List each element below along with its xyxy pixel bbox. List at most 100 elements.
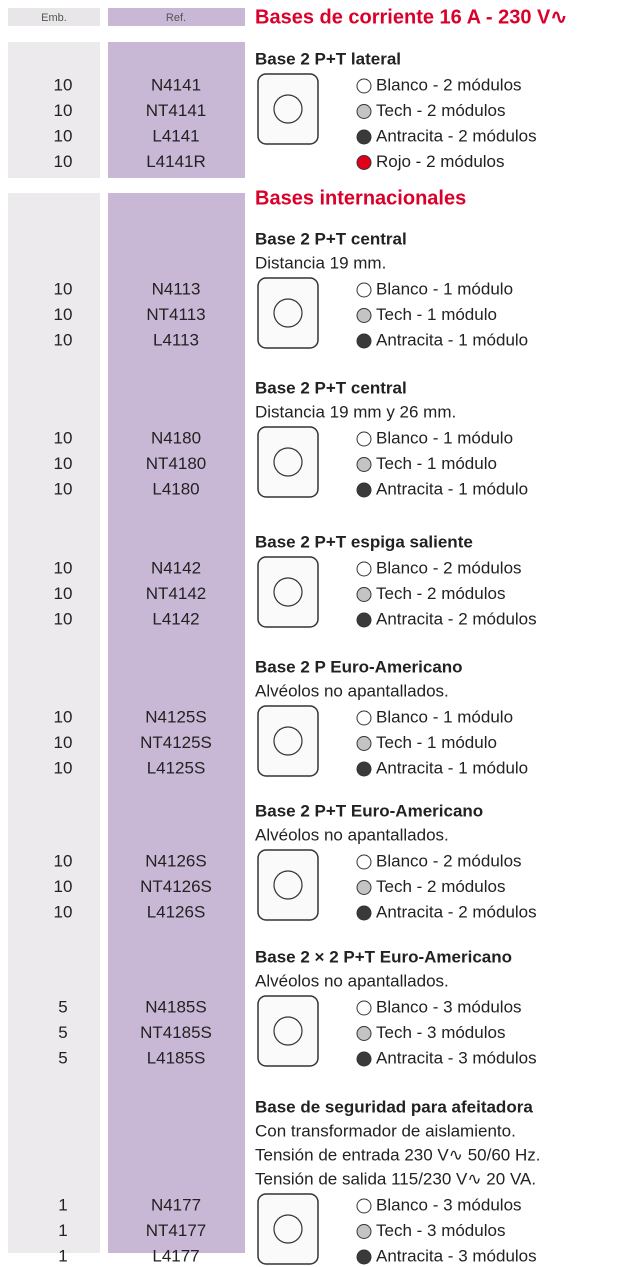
product-title: Base 2 P+T central <box>255 378 407 397</box>
variant-label: Antracita - 1 módulo <box>376 758 528 777</box>
variant-label: Antracita - 3 módulos <box>376 1246 537 1265</box>
variant-label: Antracita - 3 módulos <box>376 1048 537 1067</box>
emb-value: 5 <box>58 1023 67 1042</box>
variant-label: Blanco - 3 módulos <box>376 997 522 1016</box>
ref-code: NT4177 <box>146 1221 206 1240</box>
ref-code: N4142 <box>151 558 201 577</box>
variant-label: Blanco - 1 módulo <box>376 279 513 298</box>
ref-code: N4141 <box>151 75 201 94</box>
emb-value: 10 <box>54 902 73 921</box>
color-swatch <box>356 129 372 145</box>
ref-code: NT4126S <box>140 877 212 896</box>
product-icon-detail <box>273 726 303 756</box>
product-icon <box>257 995 319 1067</box>
color-swatch <box>356 761 372 777</box>
product-icon-detail <box>273 94 303 124</box>
color-swatch <box>356 78 372 94</box>
ref-code: NT4141 <box>146 101 206 120</box>
variant-label: Blanco - 3 módulos <box>376 1195 522 1214</box>
emb-value: 10 <box>54 758 73 777</box>
ref-code: L4125S <box>147 758 206 777</box>
ref-code: L4126S <box>147 902 206 921</box>
variant-label: Tech - 3 módulos <box>376 1023 505 1042</box>
color-swatch <box>356 880 372 895</box>
color-swatch <box>356 1224 372 1239</box>
ref-code: L4141 <box>152 126 199 145</box>
product-title: Base 2 P+T lateral <box>255 49 401 68</box>
ref-code: N4113 <box>152 279 201 298</box>
ref-code: L4185S <box>147 1048 206 1067</box>
color-swatch <box>356 155 372 170</box>
emb-header-bg <box>8 8 100 26</box>
color-swatch <box>356 1249 372 1265</box>
product-icon <box>257 277 319 349</box>
product-icon-detail <box>273 1214 303 1244</box>
product-icon <box>257 1193 319 1265</box>
emb-header: Emb. <box>41 12 67 24</box>
variant-label: Blanco - 1 módulo <box>376 707 513 726</box>
ref-header: Ref. <box>166 12 186 24</box>
color-swatch <box>356 104 372 119</box>
product-icon <box>257 849 319 921</box>
variant-label: Antracita - 2 módulos <box>376 126 537 145</box>
color-swatch <box>356 457 372 472</box>
emb-value: 10 <box>54 558 73 577</box>
color-swatch <box>356 1198 372 1214</box>
variant-label: Tech - 1 módulo <box>376 733 497 752</box>
variant-label: Tech - 3 módulos <box>376 1221 505 1240</box>
color-swatch <box>356 431 372 447</box>
emb-value: 1 <box>58 1221 67 1240</box>
emb-value: 10 <box>54 279 73 298</box>
ref-code: L4141R <box>146 152 206 171</box>
color-swatch <box>356 710 372 726</box>
product-icon <box>257 705 319 777</box>
ref-column <box>108 42 245 178</box>
emb-column <box>8 193 100 1253</box>
product-icon-detail <box>273 870 303 900</box>
variant-label: Tech - 1 módulo <box>376 454 497 473</box>
color-swatch <box>356 482 372 498</box>
variant-label: Tech - 2 módulos <box>376 584 505 603</box>
product-title: Base 2 P+T central <box>255 229 407 248</box>
variant-label: Antracita - 2 módulos <box>376 902 537 921</box>
product-note: Distancia 19 mm y 26 mm. <box>255 402 456 421</box>
ref-column <box>108 193 245 1253</box>
color-swatch <box>356 1000 372 1016</box>
emb-value: 10 <box>54 733 73 752</box>
emb-value: 10 <box>54 609 73 628</box>
emb-value: 10 <box>54 851 73 870</box>
emb-column <box>8 42 100 178</box>
product-icon-detail <box>273 1016 303 1046</box>
emb-value: 10 <box>54 101 73 120</box>
emb-value: 5 <box>58 997 67 1016</box>
product-icon-detail <box>273 577 303 607</box>
product-title: Base 2 P Euro-Americano <box>255 657 463 676</box>
emb-value: 10 <box>54 75 73 94</box>
product-icon <box>257 73 319 145</box>
emb-value: 10 <box>54 584 73 603</box>
variant-label: Antracita - 2 módulos <box>376 609 537 628</box>
product-note: Alvéolos no apantallados. <box>255 971 449 990</box>
variant-label: Blanco - 2 módulos <box>376 558 522 577</box>
product-note: Alvéolos no apantallados. <box>255 681 449 700</box>
product-note: Tensión de salida 115/230 V∿ 20 VA. <box>255 1169 536 1188</box>
product-icon <box>257 426 319 498</box>
color-swatch <box>356 905 372 921</box>
product-title: Base 2 × 2 P+T Euro-Americano <box>255 947 512 966</box>
emb-value: 1 <box>58 1246 67 1265</box>
product-title: Base 2 P+T Euro-Americano <box>255 801 483 820</box>
emb-value: 10 <box>54 152 73 171</box>
product-icon-detail <box>273 298 303 328</box>
color-swatch <box>356 333 372 349</box>
ref-code: NT4113 <box>146 305 205 324</box>
variant-label: Tech - 2 módulos <box>376 877 505 896</box>
product-icon <box>257 556 319 628</box>
ref-code: N4185S <box>145 997 206 1016</box>
ref-code: NT4185S <box>140 1023 212 1042</box>
color-swatch <box>356 854 372 870</box>
product-title: Base de seguridad para afeitadora <box>255 1097 533 1116</box>
page-title: Bases de corriente 16 A - 230 V∿ <box>255 6 567 28</box>
ref-code: N4180 <box>151 428 201 447</box>
